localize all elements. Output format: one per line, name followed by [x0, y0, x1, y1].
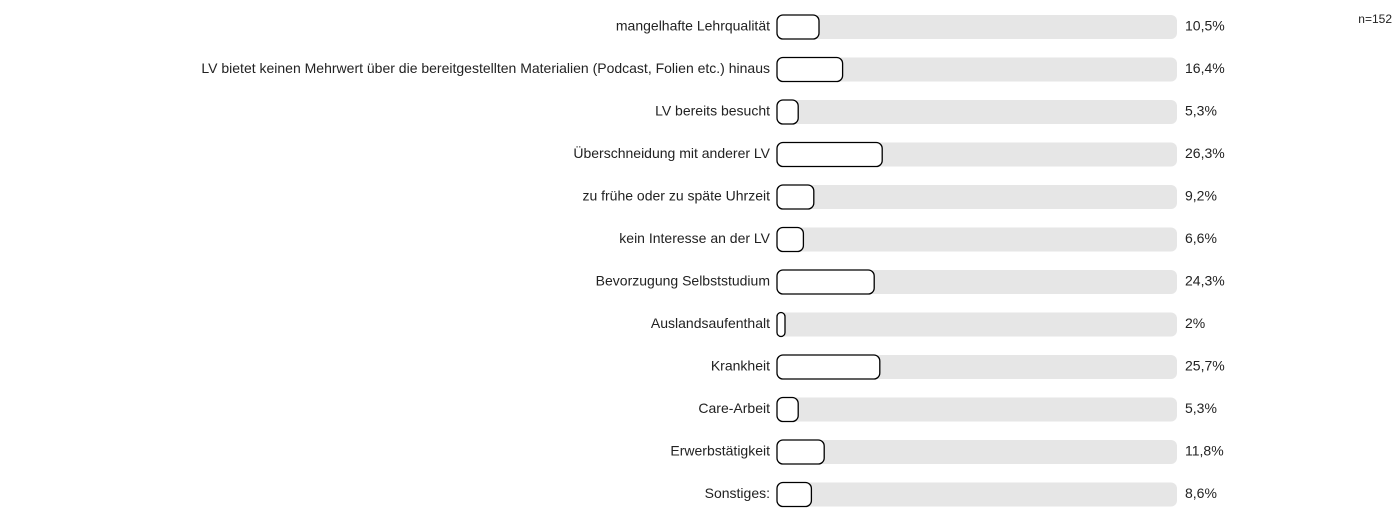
value-label: 11,8% — [1185, 443, 1224, 459]
bar — [776, 481, 813, 508]
category-label: Care-Arbeit — [698, 400, 770, 416]
bar — [776, 226, 805, 253]
value-label: 9,2% — [1185, 188, 1217, 204]
category-label: zu frühe oder zu späte Uhrzeit — [582, 188, 770, 204]
bar-track — [777, 100, 1177, 124]
value-label: 24,3% — [1185, 273, 1225, 289]
category-label: kein Interesse an der LV — [619, 230, 770, 246]
category-label: Auslandsaufenthalt — [651, 315, 770, 331]
value-label: 5,3% — [1185, 103, 1217, 119]
bar-track — [777, 57, 1177, 82]
bar-track — [777, 482, 1177, 507]
value-label: 5,3% — [1185, 400, 1217, 416]
bar — [776, 354, 881, 380]
bar-track — [777, 15, 1177, 39]
category-label: mangelhafte Lehrqualität — [616, 18, 770, 34]
value-label: 25,7% — [1185, 358, 1225, 374]
value-label: 6,6% — [1185, 230, 1217, 246]
category-label: Bevorzugung Selbststudium — [596, 273, 770, 289]
category-label: Krankheit — [711, 358, 770, 374]
bar — [776, 14, 820, 40]
bar — [776, 396, 799, 423]
value-label: 2% — [1185, 315, 1205, 331]
sample-size: n=152 — [1358, 12, 1392, 26]
bar — [776, 184, 815, 210]
category-label: LV bietet keinen Mehrwert über die berei… — [201, 60, 770, 76]
value-label: 8,6% — [1185, 485, 1217, 501]
bar — [776, 439, 825, 465]
bar — [776, 311, 786, 338]
category-label: Überschneidung mit anderer LV — [573, 144, 770, 161]
value-label: 26,3% — [1185, 145, 1225, 161]
bar — [776, 141, 883, 168]
bar — [776, 99, 799, 125]
category-label: Erwerbstätigkeit — [670, 443, 770, 459]
bar-track — [777, 270, 1177, 294]
bar-track — [777, 227, 1177, 252]
value-label: 16,4% — [1185, 60, 1225, 76]
bar-track — [777, 397, 1177, 422]
category-label: LV bereits besucht — [655, 103, 770, 119]
bar-track — [777, 440, 1177, 464]
bar-track — [777, 185, 1177, 209]
bar — [776, 56, 844, 83]
bar — [776, 269, 875, 295]
category-label: Sonstiges: — [705, 485, 770, 501]
bar-track — [777, 312, 1177, 337]
value-label: 10,5% — [1185, 18, 1225, 34]
